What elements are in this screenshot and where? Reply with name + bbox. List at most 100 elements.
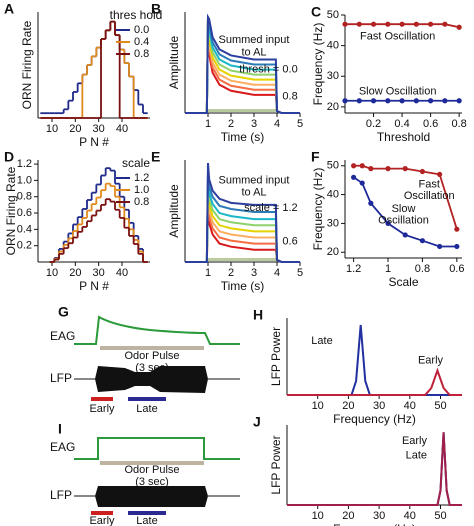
y-tick-label: 1.0 xyxy=(17,174,32,186)
point xyxy=(456,24,462,30)
x-tick-label: 2 xyxy=(228,118,234,130)
series-line xyxy=(353,176,457,248)
point xyxy=(351,163,357,169)
x-tick-label: 40 xyxy=(116,123,128,135)
x-axis-label: Time (s) xyxy=(221,279,265,293)
y-tick-label: 50 xyxy=(327,160,339,172)
x-tick-label: 0.8 xyxy=(451,118,466,130)
early-bar xyxy=(91,511,113,515)
eag-label: EAG xyxy=(50,329,75,343)
x-tick-label: 0.4 xyxy=(394,118,409,130)
legend-title: scale xyxy=(122,156,150,170)
panel-letter: D xyxy=(4,149,14,165)
x-tick-label: 20 xyxy=(69,123,81,135)
x-tick-label: 30 xyxy=(93,267,105,279)
x-tick-label: 0.8 xyxy=(415,263,430,275)
early-label: Early xyxy=(89,515,115,526)
lfp-label: LFP xyxy=(50,371,72,385)
x-tick-label: 2 xyxy=(228,267,234,279)
point xyxy=(342,98,348,104)
point xyxy=(456,98,462,104)
y-axis-label: LFP Power xyxy=(269,327,283,386)
x-tick-label: 30 xyxy=(373,510,385,522)
x-tick-label: 10 xyxy=(312,400,324,412)
early-bar xyxy=(91,397,113,401)
eag-trace xyxy=(74,315,240,345)
point xyxy=(342,21,348,27)
panel-letter: E xyxy=(151,149,160,165)
chart-h: H 10 20 30 40 50 Frequency (Hz) LFP Power Late Ea… xyxy=(253,307,462,426)
x-tick-label: 10 xyxy=(46,267,58,279)
y-tick-label: 0.2 xyxy=(17,240,32,252)
x-axis-label: Scale xyxy=(388,275,418,289)
x-tick-label: 4 xyxy=(274,267,280,279)
x-tick-label: 40 xyxy=(404,510,416,522)
y-axis-label: Amplitude xyxy=(167,36,181,90)
pulse-label: Odor Pulse xyxy=(124,350,179,362)
annotation: Early xyxy=(418,354,444,366)
annotation: Late xyxy=(406,449,427,461)
x-tick-label: 40 xyxy=(404,400,416,412)
x-tick-label: 1.2 xyxy=(346,263,361,275)
y-axis-label: ORN Firing Rate xyxy=(20,20,34,109)
lfp-label: LFP xyxy=(50,488,72,502)
series-line xyxy=(185,13,300,114)
point xyxy=(442,21,448,27)
eag-trace xyxy=(74,437,240,460)
point xyxy=(437,171,443,178)
step-riser xyxy=(53,183,144,262)
point xyxy=(359,180,365,186)
annotation: Late xyxy=(311,335,332,347)
chart-j: J 10 20 30 40 50 Frequency (Hz) LFP Power Early L… xyxy=(253,414,462,526)
annotation: 0.6 xyxy=(282,236,297,248)
y-axis-label: Frequency (Hz) xyxy=(311,23,325,106)
stimulus-bar xyxy=(208,258,277,261)
point xyxy=(454,243,460,250)
y-tick-label: 40 xyxy=(327,40,339,52)
point xyxy=(368,200,374,206)
y-tick-label: 20 xyxy=(327,246,339,258)
lfp-trace xyxy=(95,486,208,507)
odor-bar xyxy=(100,461,204,465)
x-axis-label: Frequency (Hz) xyxy=(333,522,416,526)
x-tick-label: 30 xyxy=(373,400,385,412)
point xyxy=(351,174,357,180)
x-tick-label: 10 xyxy=(46,123,58,135)
point xyxy=(385,98,391,104)
lfp-trace xyxy=(95,366,208,393)
panel-letter: H xyxy=(253,307,263,323)
eag-label: EAG xyxy=(50,440,75,454)
y-tick-label: 20 xyxy=(327,101,339,113)
early-label: Early xyxy=(89,403,115,415)
point xyxy=(402,166,408,172)
x-tick-label: 30 xyxy=(93,123,105,135)
x-tick-label: 1 xyxy=(385,263,391,275)
series-line xyxy=(185,205,300,263)
y-tick-label: 0.6 xyxy=(17,207,32,219)
odor-bar xyxy=(100,346,204,350)
panel-letter: F xyxy=(311,149,320,165)
x-tick-label: 3 xyxy=(251,267,257,279)
x-tick-label: 5 xyxy=(297,267,303,279)
series-line xyxy=(287,367,462,396)
annotation: to AL xyxy=(241,187,266,199)
annotation: scale = 1.2 xyxy=(244,202,298,214)
annotation: Early xyxy=(402,435,428,447)
x-tick-label: 50 xyxy=(434,400,446,412)
x-axis-label: Threshold xyxy=(377,130,430,144)
point xyxy=(428,98,434,104)
step-riser xyxy=(81,21,135,118)
annotation: Slow xyxy=(392,203,416,215)
x-axis-label: Time (s) xyxy=(221,130,265,144)
y-axis-label: Amplitude xyxy=(167,184,181,238)
panel-letter: G xyxy=(58,304,69,320)
annotation: to AL xyxy=(241,46,266,58)
chart-a: A 10 20 30 40 P N # ORN Firing Rate thres hold 0… xyxy=(4,1,162,149)
panel-letter: B xyxy=(151,1,161,17)
point xyxy=(368,166,374,172)
y-tick-label: 0.4 xyxy=(17,223,32,235)
point xyxy=(413,98,419,104)
step-riser xyxy=(53,199,144,262)
x-tick-label: 10 xyxy=(312,510,324,522)
